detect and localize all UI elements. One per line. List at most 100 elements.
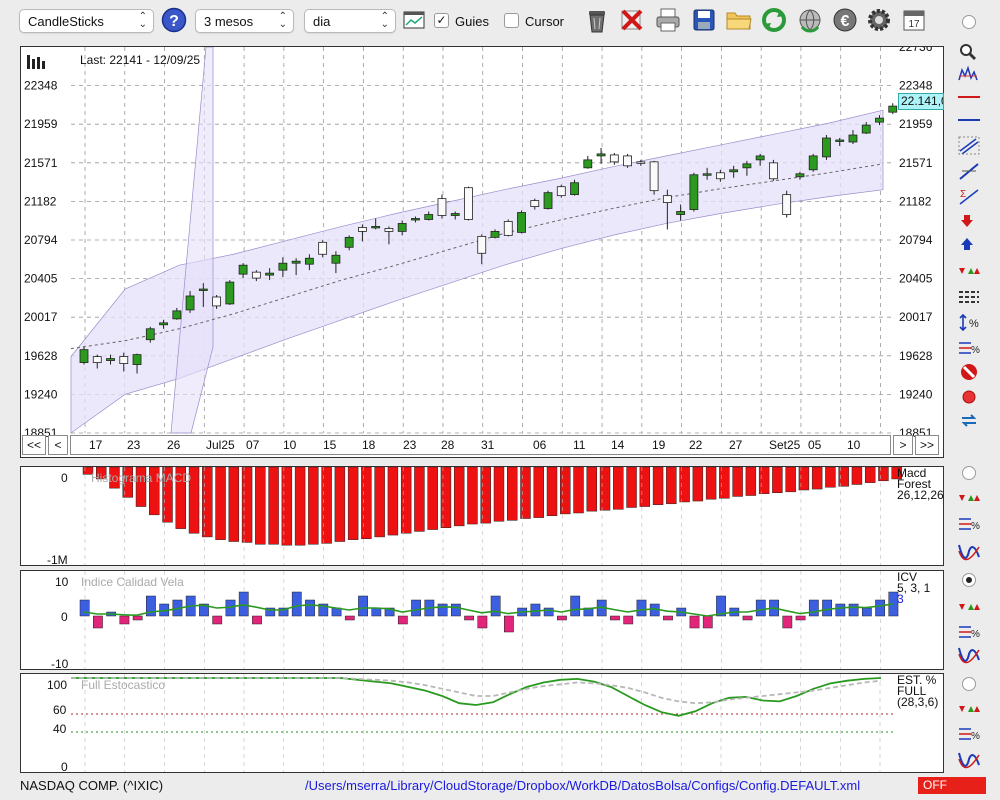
stoch-legend: EST. % FULL (28,3,6) xyxy=(897,674,938,708)
candle-body xyxy=(265,272,275,276)
y-axis-label-right: 21571 xyxy=(899,156,933,170)
percent-range-button[interactable]: % xyxy=(950,311,988,333)
x-axis-label: Set25 xyxy=(769,438,801,452)
macd-bar xyxy=(586,467,598,512)
down-icon xyxy=(961,215,973,227)
levels-button[interactable] xyxy=(950,285,988,307)
refresh-button[interactable] xyxy=(760,6,788,34)
macd-bar xyxy=(533,467,544,518)
zoom-button[interactable] xyxy=(950,40,988,62)
updown-icon xyxy=(959,495,980,501)
candle-body xyxy=(225,281,235,305)
icv-bar xyxy=(504,615,514,633)
updown-icon xyxy=(959,604,980,610)
channel-button[interactable] xyxy=(950,134,988,156)
icv-legend: ICV 5, 3, 1 3 xyxy=(897,571,931,606)
chevron-updown-icon: ⌃ ⌄ xyxy=(138,11,147,30)
cursor-label: Cursor xyxy=(525,14,565,29)
cursor-checkbox[interactable] xyxy=(504,13,519,28)
guides-checkbox[interactable]: ✓ xyxy=(434,13,449,28)
price-chart-panel[interactable]: 22348 21959 21571 21182 20794 20405 20017 19628… xyxy=(20,46,944,458)
icv-panel[interactable]: Indice Calidad Vela 10 0 -10 xyxy=(20,570,944,671)
panel-select-radio-macd[interactable] xyxy=(962,466,976,480)
band-spike xyxy=(170,47,214,434)
x-axis-labels: 17 23 26 Jul25 07 10 15 18 23 28 31 06 11 14 19 22 27 Set… xyxy=(70,435,891,455)
nav-last-button[interactable]: >> xyxy=(915,435,939,455)
stoch-signals-button[interactable] xyxy=(950,697,988,719)
panel-select-radio-stoch[interactable] xyxy=(962,677,976,691)
config-path[interactable]: /Users/mserra/Library/CloudStorage/Dropb… xyxy=(305,778,861,793)
candle-body xyxy=(172,310,182,320)
macd-panel[interactable]: Histograma MACD 0 -1M xyxy=(20,466,944,567)
chart-window-button[interactable] xyxy=(400,6,428,34)
x-axis-label: 14 xyxy=(611,438,625,452)
chart-type-select[interactable]: CandleSticks ⌃ ⌄ xyxy=(19,9,154,33)
nav-prev-button[interactable]: < xyxy=(48,435,68,455)
icv-signals-button[interactable] xyxy=(950,595,988,617)
candle-body xyxy=(291,260,301,264)
x-axis-label: 10 xyxy=(283,438,297,452)
stoch-curve-button[interactable] xyxy=(950,748,988,770)
icv-levels-button[interactable]: % xyxy=(950,620,988,642)
print-button[interactable] xyxy=(654,6,682,34)
icv-bar xyxy=(623,615,634,625)
icv-bar xyxy=(755,599,766,617)
candle-body xyxy=(490,231,500,238)
buy-signal-button[interactable] xyxy=(950,234,988,256)
open-folder-button[interactable] xyxy=(725,6,753,34)
svg-text:?: ? xyxy=(169,13,179,30)
macd-curve-button[interactable] xyxy=(950,540,988,562)
macd-bar xyxy=(453,467,465,527)
nav-first-button[interactable]: << xyxy=(22,435,46,455)
icv-bar xyxy=(252,615,262,625)
help-button[interactable]: ? xyxy=(160,6,188,34)
signals-button[interactable] xyxy=(950,259,988,281)
nav-next-button[interactable]: > xyxy=(893,435,913,455)
save-button[interactable] xyxy=(690,6,718,34)
horizontal-line-blue-button[interactable] xyxy=(950,109,988,131)
trendline-button[interactable] xyxy=(950,160,988,182)
horizontal-line-red-button[interactable] xyxy=(950,86,988,108)
macd-bar xyxy=(878,467,889,482)
y-axis-label-right: 21182 xyxy=(899,194,932,208)
interval-select[interactable]: dia ⌃ ⌄ xyxy=(304,9,396,33)
stochastic-d-line xyxy=(71,677,882,705)
icv-bar xyxy=(265,607,276,617)
swap-button[interactable] xyxy=(950,409,988,431)
calendar-button[interactable]: 17 xyxy=(900,6,928,34)
panel-select-radio-main[interactable] xyxy=(962,15,976,29)
cancel-button[interactable] xyxy=(950,361,988,383)
icv-curve-button[interactable] xyxy=(950,643,988,665)
candle-body xyxy=(861,124,871,134)
percent-lines-button[interactable]: % xyxy=(950,336,988,358)
period-value: 3 mesos xyxy=(204,14,254,29)
candle-body xyxy=(848,134,858,143)
icv-y-mid: 0 xyxy=(61,610,68,624)
indicator-overlay-button[interactable] xyxy=(950,63,988,85)
legend-line: 3 xyxy=(897,592,904,606)
record-button[interactable] xyxy=(950,386,988,408)
legend-line: 5, 3, 1 xyxy=(897,581,931,595)
fibonacci-button[interactable]: Σ xyxy=(950,185,988,207)
last-price-label: Last: 22141 - 12/09/25 xyxy=(80,53,201,67)
volume-icon[interactable] xyxy=(27,53,47,69)
save-icon xyxy=(693,9,715,31)
icv-bar xyxy=(238,591,249,617)
macd-signals-button[interactable] xyxy=(950,486,988,508)
globe-button[interactable] xyxy=(796,6,824,34)
period-select[interactable]: 3 mesos ⌃ ⌄ xyxy=(195,9,294,33)
y-axis-label-left: 22348 xyxy=(24,79,58,93)
currency-button[interactable]: € xyxy=(831,6,859,34)
macd-levels-button[interactable]: % xyxy=(950,512,988,534)
delete-button[interactable] xyxy=(618,6,646,34)
stoch-title: Full Estocastico xyxy=(81,678,166,692)
macd-bar xyxy=(202,467,213,538)
stoch-levels-button[interactable]: % xyxy=(950,722,988,744)
sell-signal-button[interactable] xyxy=(950,209,988,231)
stochastic-panel[interactable]: Full Estocastico 100 60 40 0 xyxy=(20,673,944,774)
trash-button[interactable] xyxy=(583,6,611,34)
status-badge[interactable]: OFF xyxy=(918,777,986,794)
panel-select-radio-icv[interactable] xyxy=(962,573,976,587)
settings-button[interactable] xyxy=(865,6,893,34)
macd-bar xyxy=(215,467,226,540)
